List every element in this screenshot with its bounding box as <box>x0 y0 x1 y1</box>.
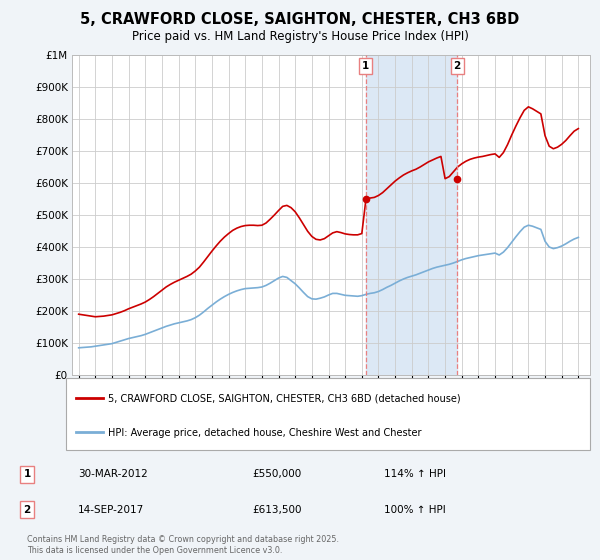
Text: HPI: Average price, detached house, Cheshire West and Chester: HPI: Average price, detached house, Ches… <box>108 428 421 438</box>
Text: 5, CRAWFORD CLOSE, SAIGHTON, CHESTER, CH3 6BD (detached house): 5, CRAWFORD CLOSE, SAIGHTON, CHESTER, CH… <box>108 394 461 404</box>
Text: 100% ↑ HPI: 100% ↑ HPI <box>384 505 446 515</box>
Text: £550,000: £550,000 <box>252 469 301 479</box>
Text: 114% ↑ HPI: 114% ↑ HPI <box>384 469 446 479</box>
Text: 1: 1 <box>23 469 31 479</box>
Text: Price paid vs. HM Land Registry's House Price Index (HPI): Price paid vs. HM Land Registry's House … <box>131 30 469 43</box>
Text: 30-MAR-2012: 30-MAR-2012 <box>78 469 148 479</box>
Text: £613,500: £613,500 <box>252 505 302 515</box>
Text: 2: 2 <box>454 62 461 72</box>
Bar <box>365 55 457 375</box>
Text: 2: 2 <box>23 505 31 515</box>
Text: Contains HM Land Registry data © Crown copyright and database right 2025.
This d: Contains HM Land Registry data © Crown c… <box>27 535 339 554</box>
Text: 1: 1 <box>362 62 369 72</box>
Text: 14-SEP-2017: 14-SEP-2017 <box>78 505 144 515</box>
Text: 5, CRAWFORD CLOSE, SAIGHTON, CHESTER, CH3 6BD: 5, CRAWFORD CLOSE, SAIGHTON, CHESTER, CH… <box>80 12 520 27</box>
